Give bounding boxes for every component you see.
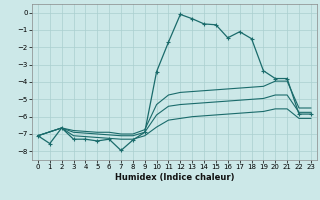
X-axis label: Humidex (Indice chaleur): Humidex (Indice chaleur) [115,173,234,182]
